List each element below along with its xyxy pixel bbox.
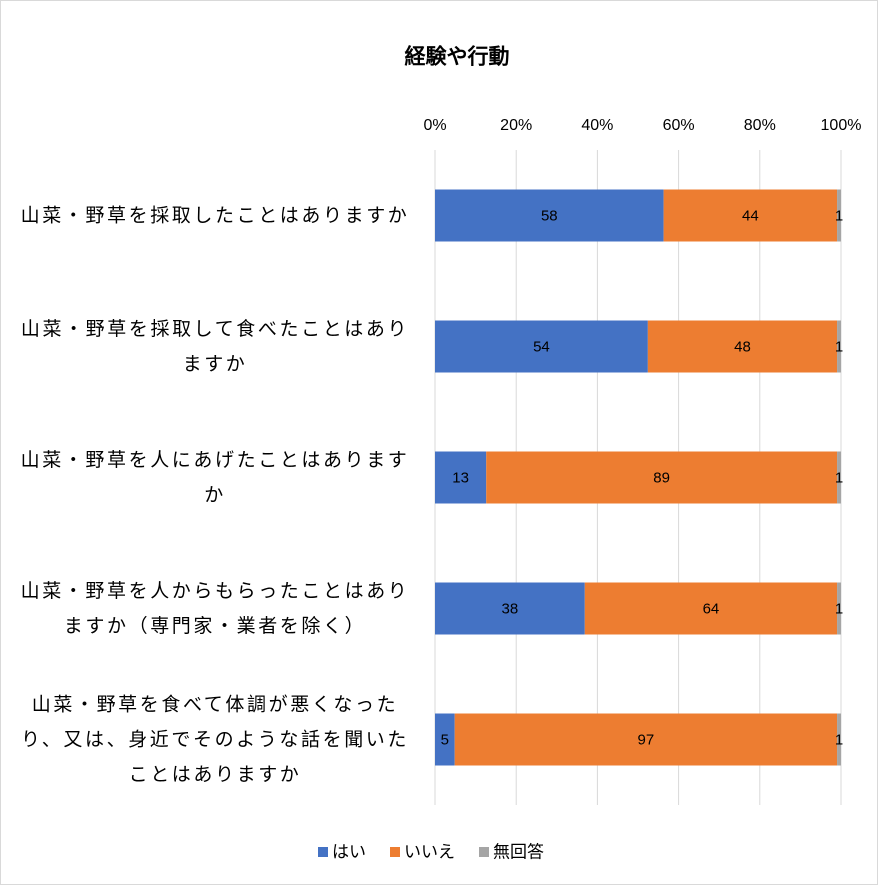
data-label: 38	[502, 600, 519, 617]
bar-segment	[837, 320, 841, 373]
data-label: 1	[835, 207, 843, 224]
data-label: 1	[835, 600, 843, 617]
bar-segment	[663, 189, 838, 242]
x-tick-label: 100%	[821, 117, 862, 134]
data-label: 64	[703, 600, 720, 617]
bar-segment	[435, 451, 487, 504]
bar-segment	[837, 713, 841, 766]
y-tick-label: 山菜・野草を人からもらったことはありますか（専門家・業者を除く）	[20, 580, 410, 637]
x-tick-label: 80%	[744, 117, 776, 134]
bar-segment	[486, 451, 838, 504]
bar-segment	[837, 189, 841, 242]
data-label: 44	[742, 207, 759, 224]
data-label: 97	[638, 731, 655, 748]
data-label: 13	[452, 469, 469, 486]
y-tick-label: 山菜・野草を人にあげたことはありますか	[20, 449, 410, 506]
data-label: 54	[533, 338, 550, 355]
data-label: 89	[653, 469, 670, 486]
x-tick-label: 60%	[663, 117, 695, 134]
legend-swatch	[318, 847, 328, 857]
legend-label: 無回答	[493, 842, 544, 861]
data-label: 5	[441, 731, 449, 748]
bar-segment	[435, 189, 664, 242]
bar-segment	[435, 320, 648, 373]
legend-swatch	[479, 847, 489, 857]
data-label: 58	[541, 207, 558, 224]
legend-label: いいえ	[404, 842, 455, 861]
data-label: 1	[835, 338, 843, 355]
bar-segment	[435, 582, 585, 635]
bar-segment	[435, 713, 455, 766]
y-tick-label: 山菜・野草を採取したことはありますか	[20, 205, 410, 226]
x-tick-label: 0%	[423, 117, 446, 134]
bar-segment	[454, 713, 838, 766]
data-label: 1	[835, 731, 843, 748]
x-tick-label: 20%	[500, 117, 532, 134]
legend-swatch	[390, 847, 400, 857]
y-tick-label: 山菜・野草を食べて体調が悪くなったり、又は、身近でそのような話を聞いたことはあり…	[20, 694, 410, 785]
chart-title: 経験や行動	[405, 45, 510, 69]
bar-segment	[837, 582, 841, 635]
data-label: 1	[835, 469, 843, 486]
data-label: 48	[734, 338, 751, 355]
bar-segment	[837, 451, 841, 504]
legend-label: はい	[332, 842, 366, 861]
x-tick-label: 40%	[581, 117, 613, 134]
bar-segment	[584, 582, 838, 635]
bar-segment	[647, 320, 838, 373]
y-tick-label: 山菜・野草を採取して食べたことはありますか	[20, 318, 410, 375]
